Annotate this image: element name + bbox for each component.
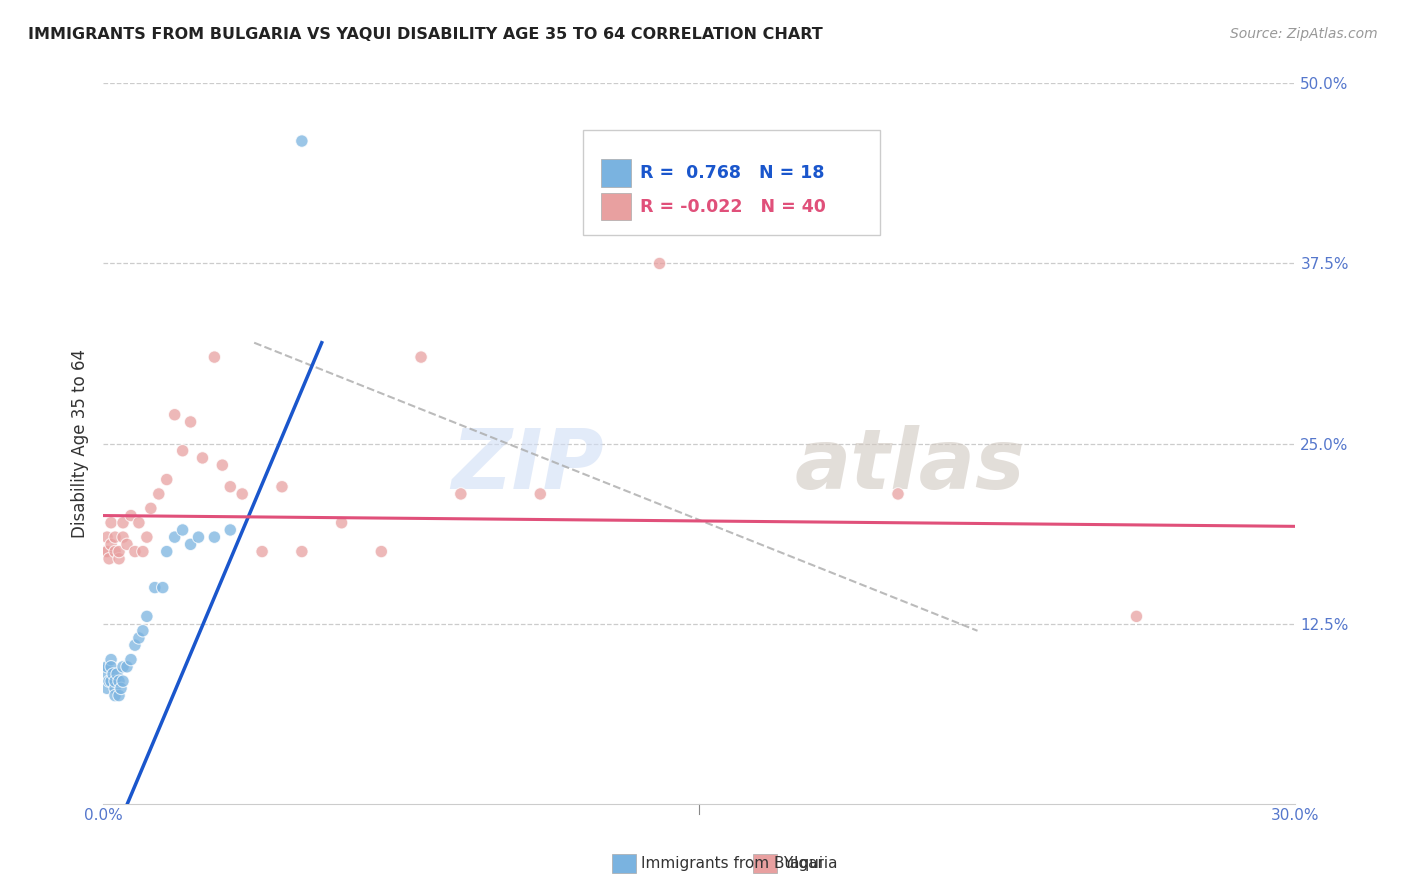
Point [111, 516, 134, 530]
Point [100, 537, 122, 551]
Point [100, 652, 122, 666]
Text: Source: ZipAtlas.com: Source: ZipAtlas.com [1230, 27, 1378, 41]
Point [219, 523, 242, 537]
Point [135, 609, 157, 624]
Point [120, 508, 142, 523]
Point [128, 516, 150, 530]
Point [202, 350, 225, 364]
Point [163, 408, 186, 422]
Point [202, 530, 225, 544]
Point [139, 501, 162, 516]
Point [120, 652, 142, 666]
Point [887, 487, 910, 501]
Text: Immigrants from Bulgaria: Immigrants from Bulgaria [641, 856, 838, 871]
Point [104, 674, 127, 689]
Point [409, 350, 432, 364]
Point [135, 530, 157, 544]
Point [115, 660, 138, 674]
Point [370, 544, 392, 558]
Point [172, 443, 194, 458]
Point [104, 530, 127, 544]
Point [101, 667, 124, 681]
Y-axis label: Disability Age 35 to 64: Disability Age 35 to 64 [72, 349, 89, 538]
Text: atlas: atlas [794, 425, 1025, 506]
Point [271, 480, 294, 494]
Point [115, 537, 138, 551]
Point [108, 689, 131, 703]
Point [529, 487, 551, 501]
Point [100, 660, 122, 674]
Point [111, 660, 134, 674]
Text: R =  0.768   N = 18: R = 0.768 N = 18 [640, 164, 824, 182]
Point [291, 544, 314, 558]
Point [104, 689, 127, 703]
Point [96, 530, 118, 544]
Point [330, 516, 353, 530]
Point [105, 667, 128, 681]
Point [108, 674, 131, 689]
Point [291, 134, 314, 148]
Point [100, 674, 122, 689]
Point [108, 551, 131, 566]
Point [152, 581, 174, 595]
Point [132, 544, 155, 558]
Point [96, 544, 118, 558]
Text: Yaqui: Yaqui [783, 856, 823, 871]
Point [180, 537, 202, 551]
Point [187, 530, 209, 544]
Point [110, 681, 132, 696]
Text: ZIP: ZIP [451, 425, 605, 506]
Point [1125, 609, 1147, 624]
Point [231, 487, 253, 501]
Text: R = -0.022   N = 40: R = -0.022 N = 40 [640, 198, 825, 216]
Point [96, 660, 118, 674]
Point [100, 516, 122, 530]
Point [450, 487, 472, 501]
Point [163, 530, 186, 544]
Point [191, 450, 214, 465]
Text: IMMIGRANTS FROM BULGARIA VS YAQUI DISABILITY AGE 35 TO 64 CORRELATION CHART: IMMIGRANTS FROM BULGARIA VS YAQUI DISABI… [28, 27, 823, 42]
Point [124, 638, 146, 652]
Point [94, 667, 117, 681]
Point [96, 681, 118, 696]
Point [172, 523, 194, 537]
Point [98, 674, 121, 689]
Point [104, 681, 127, 696]
Point [111, 674, 134, 689]
Point [219, 480, 242, 494]
Point [108, 544, 131, 558]
Point [156, 544, 179, 558]
Point [180, 415, 202, 429]
Point [211, 458, 233, 472]
Point [148, 487, 170, 501]
Point [94, 544, 117, 558]
Point [143, 581, 166, 595]
Point [250, 544, 273, 558]
Point [111, 530, 134, 544]
Point [98, 551, 121, 566]
Point [104, 544, 127, 558]
Point [124, 544, 146, 558]
Point [648, 256, 671, 270]
Point [128, 631, 150, 645]
Point [156, 473, 179, 487]
Point [132, 624, 155, 638]
